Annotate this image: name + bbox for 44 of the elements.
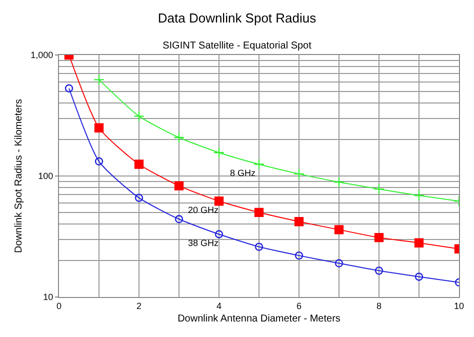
- series-label: 8 GHz: [230, 168, 256, 178]
- series-label: 38 GHz: [188, 238, 220, 248]
- x-tick-label: 8: [376, 300, 382, 311]
- chart-title: Data Downlink Spot Radius: [158, 10, 317, 26]
- point: [94, 74, 104, 86]
- point: [214, 196, 224, 206]
- x-tick-label: 10: [454, 300, 464, 311]
- x-tick-label: 2: [136, 300, 142, 311]
- point: [334, 225, 344, 234]
- x-tick-label: 4: [216, 300, 222, 311]
- point: [414, 238, 424, 248]
- y-tick-label: 100: [38, 171, 54, 182]
- y-tick-label: 10: [43, 292, 54, 302]
- point: [214, 147, 224, 158]
- point: [414, 190, 424, 201]
- point: [214, 230, 224, 238]
- point: [64, 84, 74, 92]
- point: [174, 181, 184, 190]
- point: [134, 194, 144, 202]
- point: [254, 242, 264, 251]
- point: [414, 272, 424, 281]
- point: [134, 160, 144, 169]
- point: [254, 158, 264, 170]
- x-tick-label: 6: [296, 300, 302, 311]
- point: [334, 176, 344, 188]
- chart-subtitle: SIGINT Satellite - Equatorial Spot: [162, 40, 312, 52]
- x-axis-title: Downlink Antenna Diameter - Meters: [178, 313, 340, 324]
- point: [94, 123, 104, 132]
- point: [94, 157, 104, 166]
- series-label: 20 GHz: [188, 205, 220, 215]
- point: [294, 168, 304, 180]
- point: [374, 184, 384, 195]
- point: [294, 216, 304, 226]
- point: [174, 215, 184, 224]
- point: [334, 259, 344, 268]
- point: [374, 232, 384, 242]
- point: [254, 208, 264, 218]
- y-tick-label: 1,000: [30, 50, 54, 60]
- point: [134, 110, 144, 122]
- point: [374, 266, 384, 275]
- y-axis-title: Downlink Spot Radius - Kilometers: [14, 99, 25, 253]
- point: [174, 132, 184, 144]
- point: [294, 251, 304, 260]
- x-tick-label: 0: [56, 300, 62, 311]
